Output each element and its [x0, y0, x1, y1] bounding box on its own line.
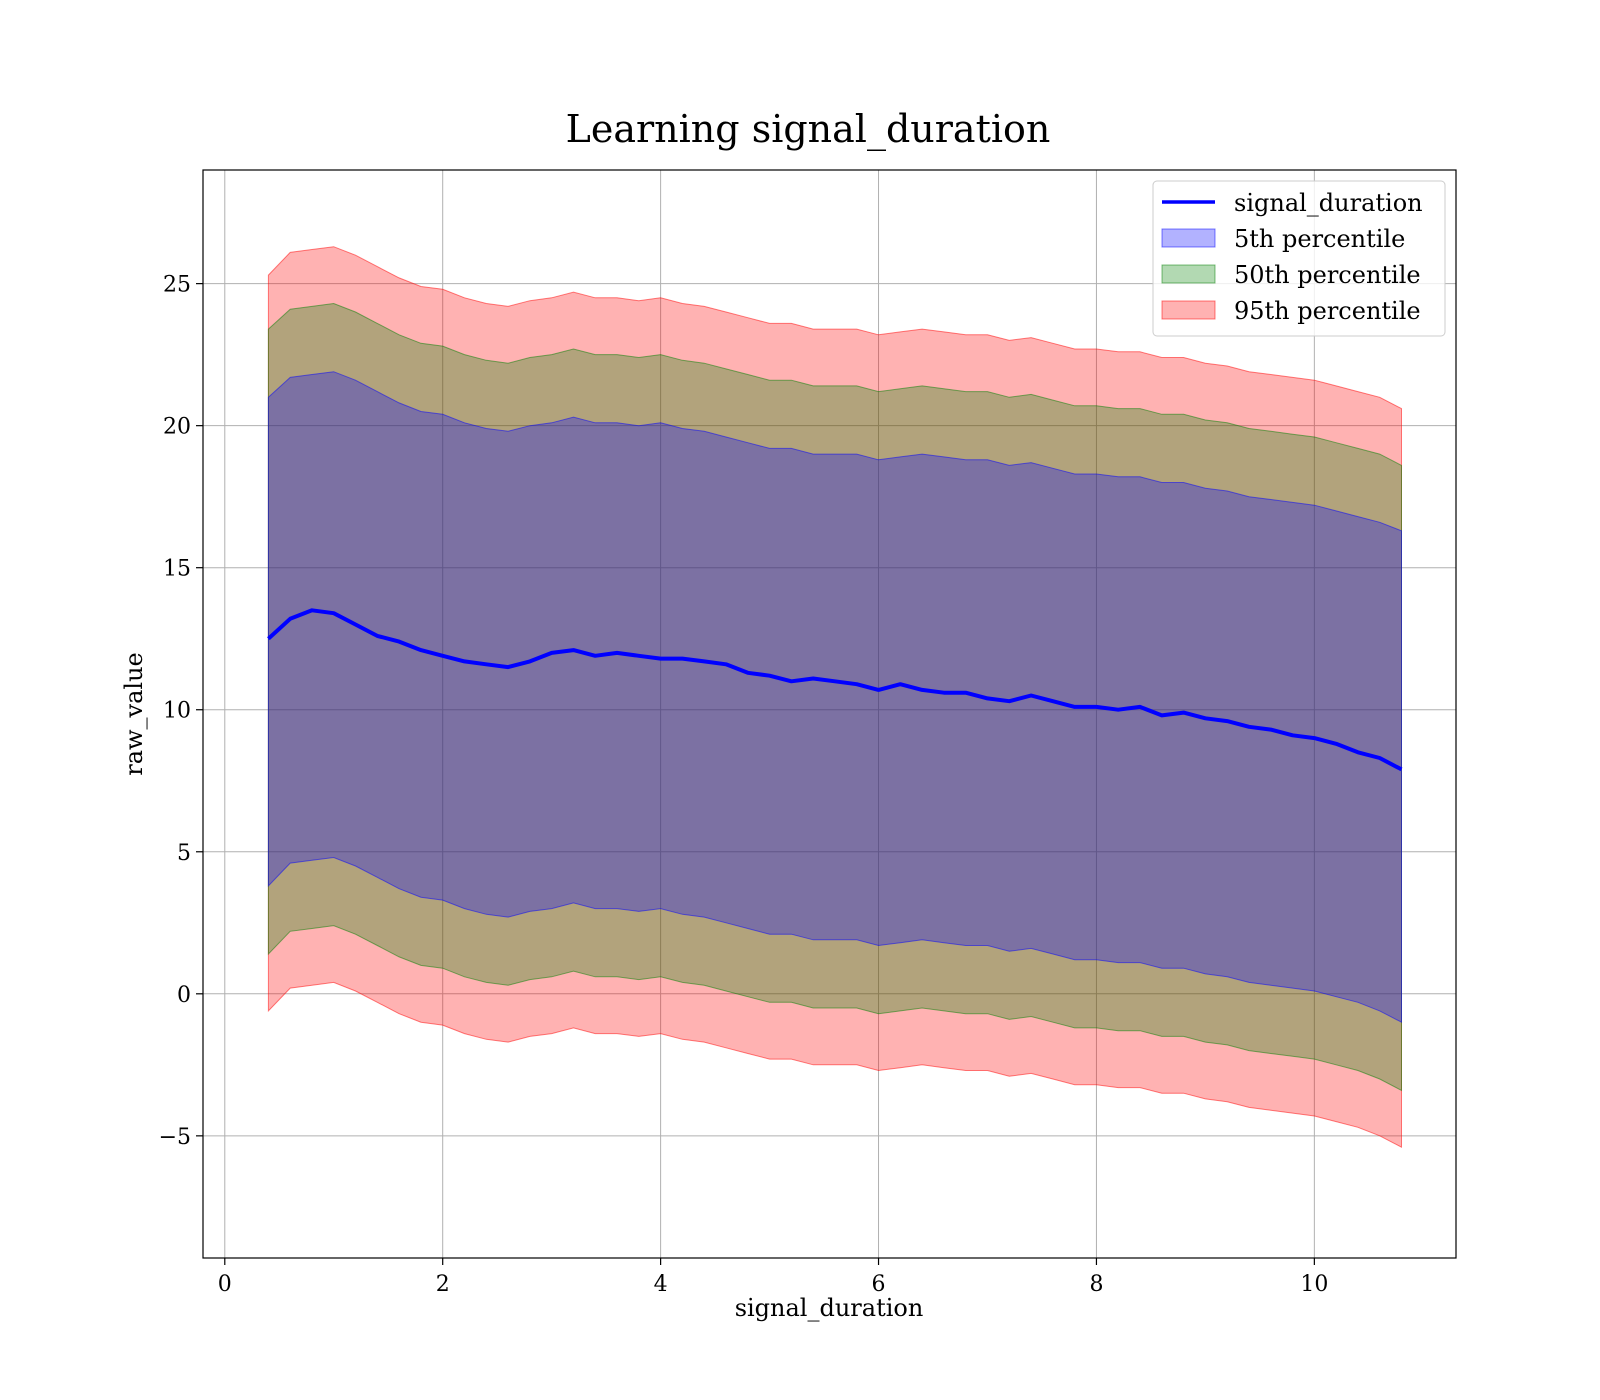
legend-label-signal-duration: signal_duration [1234, 189, 1423, 217]
axis-ticks: 0 2 4 6 8 10 −5 0 5 10 15 20 25 [159, 273, 1329, 1297]
x-axis-label: signal_duration [735, 1294, 924, 1322]
percentile-bands [267, 246, 1402, 1149]
y-tick-label: 10 [163, 699, 191, 724]
x-tick-label: 6 [872, 1272, 886, 1297]
band-95th-percentile [267, 246, 1402, 1149]
legend-label-5th-percentile: 5th percentile [1234, 225, 1405, 253]
series-line-signal-duration [267, 608, 1403, 772]
y-tick-label: 5 [177, 841, 191, 866]
x-tick-label: 10 [1300, 1272, 1328, 1297]
y-axis-label: raw_value [120, 652, 148, 776]
y-tick-label: 25 [163, 273, 191, 298]
legend-swatch-5th-percentile [1161, 228, 1216, 248]
x-tick-label: 2 [436, 1272, 450, 1297]
plot-frame [202, 169, 1457, 1259]
legend-label-50th-percentile: 50th percentile [1234, 261, 1421, 289]
y-tick-label: 0 [177, 983, 191, 1008]
grid [203, 170, 1456, 1258]
x-tick-label: 8 [1089, 1272, 1103, 1297]
legend: signal_duration 5th percentile 50th perc… [1152, 180, 1446, 337]
legend-label-95th-percentile: 95th percentile [1234, 297, 1421, 325]
legend-box [1152, 180, 1446, 337]
chart-title: Learning signal_duration [566, 107, 1051, 152]
x-tick-label: 4 [654, 1272, 668, 1297]
series-lines [267, 608, 1403, 772]
x-tick-label: 0 [218, 1272, 232, 1297]
y-tick-label: −5 [159, 1125, 191, 1150]
band-5th-percentile [267, 371, 1402, 1024]
band-50th-percentile [267, 302, 1402, 1092]
legend-swatch-50th-percentile [1161, 264, 1216, 284]
legend-swatch-95th-percentile [1161, 300, 1216, 320]
y-tick-label: 20 [163, 415, 191, 440]
y-tick-label: 15 [163, 557, 191, 582]
